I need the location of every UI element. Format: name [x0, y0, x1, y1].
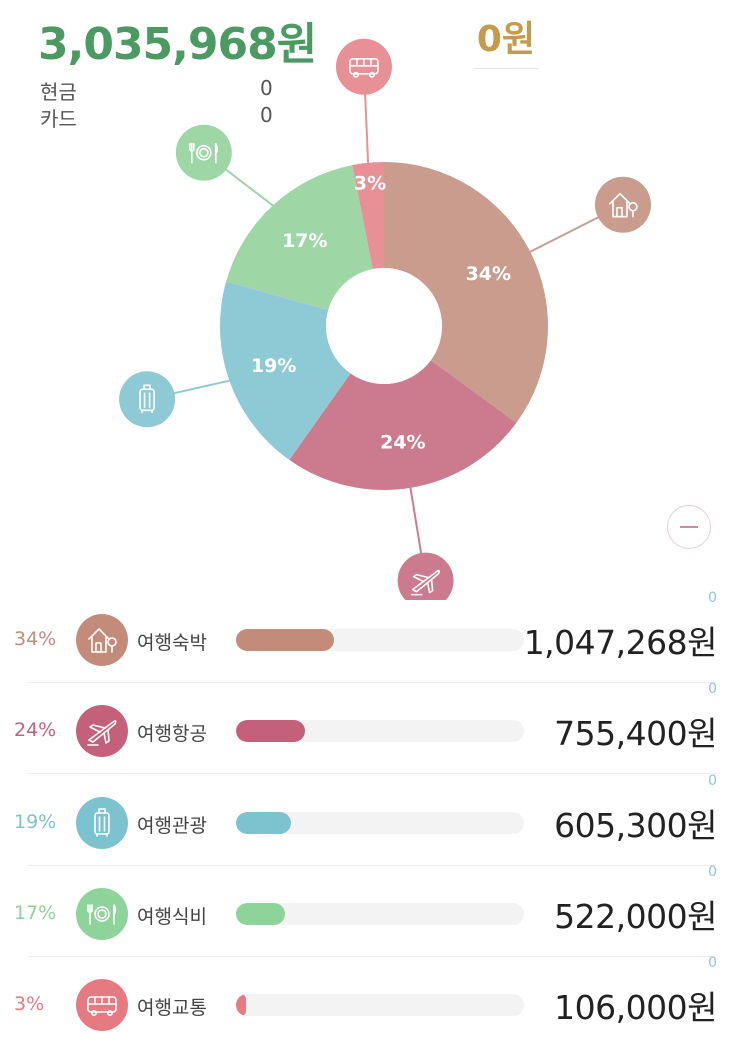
category-progress-bar: [236, 720, 524, 742]
house-icon: [594, 176, 651, 233]
category-percent: 34%: [14, 628, 57, 650]
category-amount: 522,000원: [554, 897, 717, 936]
expense-donut-chart: 34% 24% 19% 17% 3%: [119, 38, 651, 600]
progress-fill: [236, 720, 306, 742]
category-row[interactable]: 34% 여행숙박 0 1,047,268원: [0, 590, 743, 697]
suitcase-icon: [76, 797, 128, 849]
row-divider: [28, 773, 716, 774]
total-amount: 3,035,968원: [38, 19, 317, 70]
category-progress-bar: [236, 629, 524, 651]
progress-fill: [236, 994, 246, 1016]
bus-icon: [335, 38, 392, 95]
category-sub-value: 0: [708, 681, 717, 697]
house-icon: [76, 614, 128, 666]
payment-label: 카드: [40, 107, 77, 131]
budget-amount[interactable]: 0원: [474, 10, 538, 69]
collapse-button[interactable]: [667, 505, 711, 549]
pie-slice[interactable]: [352, 162, 384, 270]
category-name: 여행항공: [137, 723, 207, 745]
category-percent: 17%: [14, 902, 57, 924]
category-sub-value: 0: [708, 590, 717, 606]
suitcase-badge: [119, 371, 176, 428]
donut-hole: [326, 268, 442, 384]
category-amount: 605,300원: [554, 806, 717, 845]
category-percent: 3%: [14, 993, 45, 1015]
pie-slice[interactable]: [219, 281, 351, 460]
row-divider: [28, 956, 716, 957]
bus-icon: [76, 979, 128, 1031]
payment-value: 0: [260, 103, 273, 127]
progress-fill: [236, 903, 285, 925]
category-row[interactable]: 17% 여행식비 0 522,000원: [0, 864, 743, 971]
progress-fill: [236, 629, 334, 651]
pie-slice[interactable]: [384, 162, 549, 423]
category-name: 여행식비: [137, 906, 207, 928]
suitcase-icon: [119, 371, 176, 428]
slice-label: 24%: [380, 431, 425, 453]
category-progress-bar: [236, 812, 524, 834]
slice-label: 19%: [251, 355, 296, 377]
category-sub-value: 0: [708, 773, 717, 789]
pie-slice[interactable]: [289, 360, 517, 490]
row-divider: [28, 865, 716, 866]
category-amount: 755,400원: [554, 714, 717, 753]
progress-fill: [236, 812, 291, 834]
category-name: 여행숙박: [137, 632, 207, 654]
category-sub-value: 0: [708, 955, 717, 971]
category-row[interactable]: 24% 여행항공 0 755,400원: [0, 681, 743, 788]
category-percent: 24%: [14, 719, 57, 741]
category-progress-bar: [236, 994, 524, 1016]
category-row[interactable]: 19% 여행관광 0 605,300원: [0, 773, 743, 880]
row-divider: [28, 682, 716, 683]
payment-label: 현금: [40, 80, 77, 104]
category-amount: 106,000원: [554, 988, 717, 1027]
slice-label: 34%: [466, 263, 511, 285]
bus-badge: [335, 38, 392, 95]
category-name: 여행관광: [137, 815, 207, 837]
category-percent: 19%: [14, 811, 57, 833]
category-name: 여행교통: [137, 997, 207, 1019]
slice-label: 17%: [282, 230, 327, 252]
dining-badge: [175, 124, 232, 181]
airplane-icon: [76, 705, 128, 757]
category-progress-bar: [236, 903, 524, 925]
airplane-badge: [397, 552, 454, 600]
dining-icon: [76, 888, 128, 940]
category-amount: 1,047,268원: [523, 623, 718, 662]
pie-slice[interactable]: [226, 165, 373, 311]
category-sub-value: 0: [708, 864, 717, 880]
dining-icon: [175, 124, 232, 181]
payment-value: 0: [260, 76, 273, 100]
house-badge: [594, 176, 651, 233]
category-row[interactable]: 3% 여행교통 0 106,000원: [0, 955, 743, 1062]
slice-label: 3%: [354, 173, 386, 195]
